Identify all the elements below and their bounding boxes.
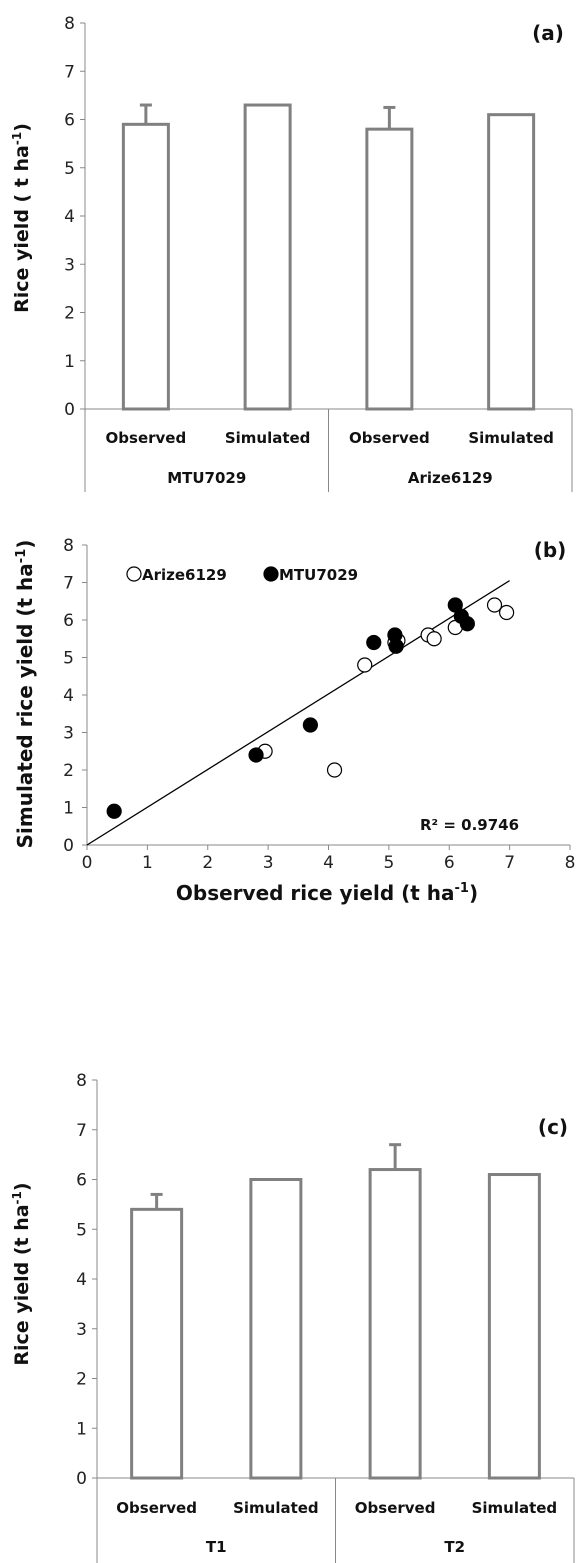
b-y-tick-label: 8 xyxy=(63,536,74,556)
a-category-label: Simulated xyxy=(225,429,311,447)
panel-b-scatter-chart: (b) Simulated rice yield (t ha-1) Observ… xyxy=(13,536,575,905)
b-x-tick-label: 5 xyxy=(383,853,394,873)
a-bar-2 xyxy=(365,127,414,411)
a-y-tick-label: 2 xyxy=(64,304,75,324)
c-y-tick-label: 3 xyxy=(76,1320,87,1340)
b-point-arize6129-6 xyxy=(426,631,442,647)
b-x-tick-label: 1 xyxy=(142,853,153,873)
c-group-label: T2 xyxy=(444,1538,465,1556)
c-y-tick-label: 6 xyxy=(76,1171,87,1191)
b-y-tick-label: 3 xyxy=(63,724,74,744)
b-x-tick-label: 6 xyxy=(444,853,455,873)
panel-c-label: (c) xyxy=(538,1115,568,1139)
b-point-mtu7029-5 xyxy=(388,638,404,654)
a-y-tick-label: 5 xyxy=(64,159,75,179)
b-y-tick-label: 7 xyxy=(63,574,74,594)
b-x-tick-label: 8 xyxy=(565,853,576,873)
b-point-mtu7029-8 xyxy=(459,616,475,632)
c-y-tick-label: 4 xyxy=(76,1270,87,1290)
b-legend-label-1: MTU7029 xyxy=(279,566,358,584)
c-y-tick-label: 8 xyxy=(76,1071,87,1091)
b-y-tick-label: 0 xyxy=(63,836,74,856)
c-category-label: Simulated xyxy=(233,1499,319,1517)
c-bar-0 xyxy=(130,1207,184,1480)
a-y-tick-label: 3 xyxy=(64,255,75,275)
c-y-tick-label: 7 xyxy=(76,1121,87,1141)
b-point-arize6129-2 xyxy=(357,657,373,673)
a-bar-3 xyxy=(487,113,536,411)
c-bar-1 xyxy=(249,1178,303,1480)
c-category-label: Observed xyxy=(116,1499,197,1517)
a-y-tick-label: 6 xyxy=(64,111,75,131)
panel-b-r-squared: R² = 0.9746 xyxy=(420,816,519,834)
b-y-tick-label: 2 xyxy=(63,761,74,781)
c-bar-2 xyxy=(368,1168,422,1480)
panel-a-y-axis-title: Rice yield ( t ha-1) xyxy=(10,123,33,313)
b-point-mtu7029-0 xyxy=(106,803,122,819)
a-category-label: Observed xyxy=(106,429,187,447)
b-y-tick-label: 5 xyxy=(63,649,74,669)
a-bar-1 xyxy=(243,103,292,411)
c-category-label: Observed xyxy=(355,1499,436,1517)
b-fit-line xyxy=(86,580,510,846)
b-point-mtu7029-1 xyxy=(248,747,264,763)
a-y-tick-label: 4 xyxy=(64,207,75,227)
b-x-tick-label: 2 xyxy=(202,853,213,873)
panel-b-legend: Arize6129 MTU7029 xyxy=(126,566,358,584)
b-point-arize6129-9 xyxy=(499,604,515,621)
c-y-tick-label: 5 xyxy=(76,1220,87,1240)
b-x-tick-label: 7 xyxy=(504,853,515,873)
c-y-tick-label: 1 xyxy=(76,1419,87,1439)
c-group-label: T1 xyxy=(206,1538,227,1556)
b-point-mtu7029-2 xyxy=(302,717,318,733)
panel-b-y-axis-title: Simulated rice yield (t ha-1) xyxy=(13,540,37,849)
a-category-label: Simulated xyxy=(468,429,554,447)
c-y-tick-label: 2 xyxy=(76,1370,87,1390)
a-y-tick-label: 1 xyxy=(64,352,75,372)
b-point-arize6129-8 xyxy=(486,597,503,613)
panel-a-label: (a) xyxy=(532,21,564,45)
b-x-tick-label: 0 xyxy=(82,853,93,873)
a-group-label: Arize6129 xyxy=(408,469,493,487)
b-legend-marker-1 xyxy=(263,566,279,582)
a-y-tick-label: 7 xyxy=(64,62,75,82)
panel-a-bar-chart: (a) Rice yield ( t ha-1) 0 1 2 3 4 5 6 7 8 Obser… xyxy=(10,14,573,492)
panel-c-bar-chart: (c) Rice yield (t ha-1) 0 1 2 3 4 5 6 7 8 Observ… xyxy=(10,1071,575,1563)
b-y-tick-label: 6 xyxy=(63,611,74,631)
b-y-tick-label: 4 xyxy=(63,686,74,706)
a-y-tick-label: 8 xyxy=(64,14,75,34)
panel-b-label: (b) xyxy=(534,538,567,562)
panel-c-y-axis-title: Rice yield (t ha-1) xyxy=(10,1182,33,1365)
b-point-mtu7029-3 xyxy=(366,634,382,651)
b-x-tick-label: 3 xyxy=(263,853,274,873)
b-y-tick-label: 1 xyxy=(63,799,74,819)
panel-b-x-axis-title: Observed rice yield (t ha-1) xyxy=(176,881,478,905)
c-category-label: Simulated xyxy=(472,1499,558,1517)
a-y-tick-label: 0 xyxy=(64,400,75,420)
a-category-label: Observed xyxy=(349,429,430,447)
c-y-tick-label: 0 xyxy=(76,1469,87,1489)
b-legend-label-0: Arize6129 xyxy=(142,566,227,584)
b-legend-marker-0 xyxy=(126,566,142,582)
b-point-arize6129-1 xyxy=(326,762,343,778)
c-bar-3 xyxy=(487,1173,541,1480)
a-group-label: MTU7029 xyxy=(167,469,246,487)
b-x-tick-label: 4 xyxy=(323,853,334,873)
a-bar-0 xyxy=(121,122,170,411)
